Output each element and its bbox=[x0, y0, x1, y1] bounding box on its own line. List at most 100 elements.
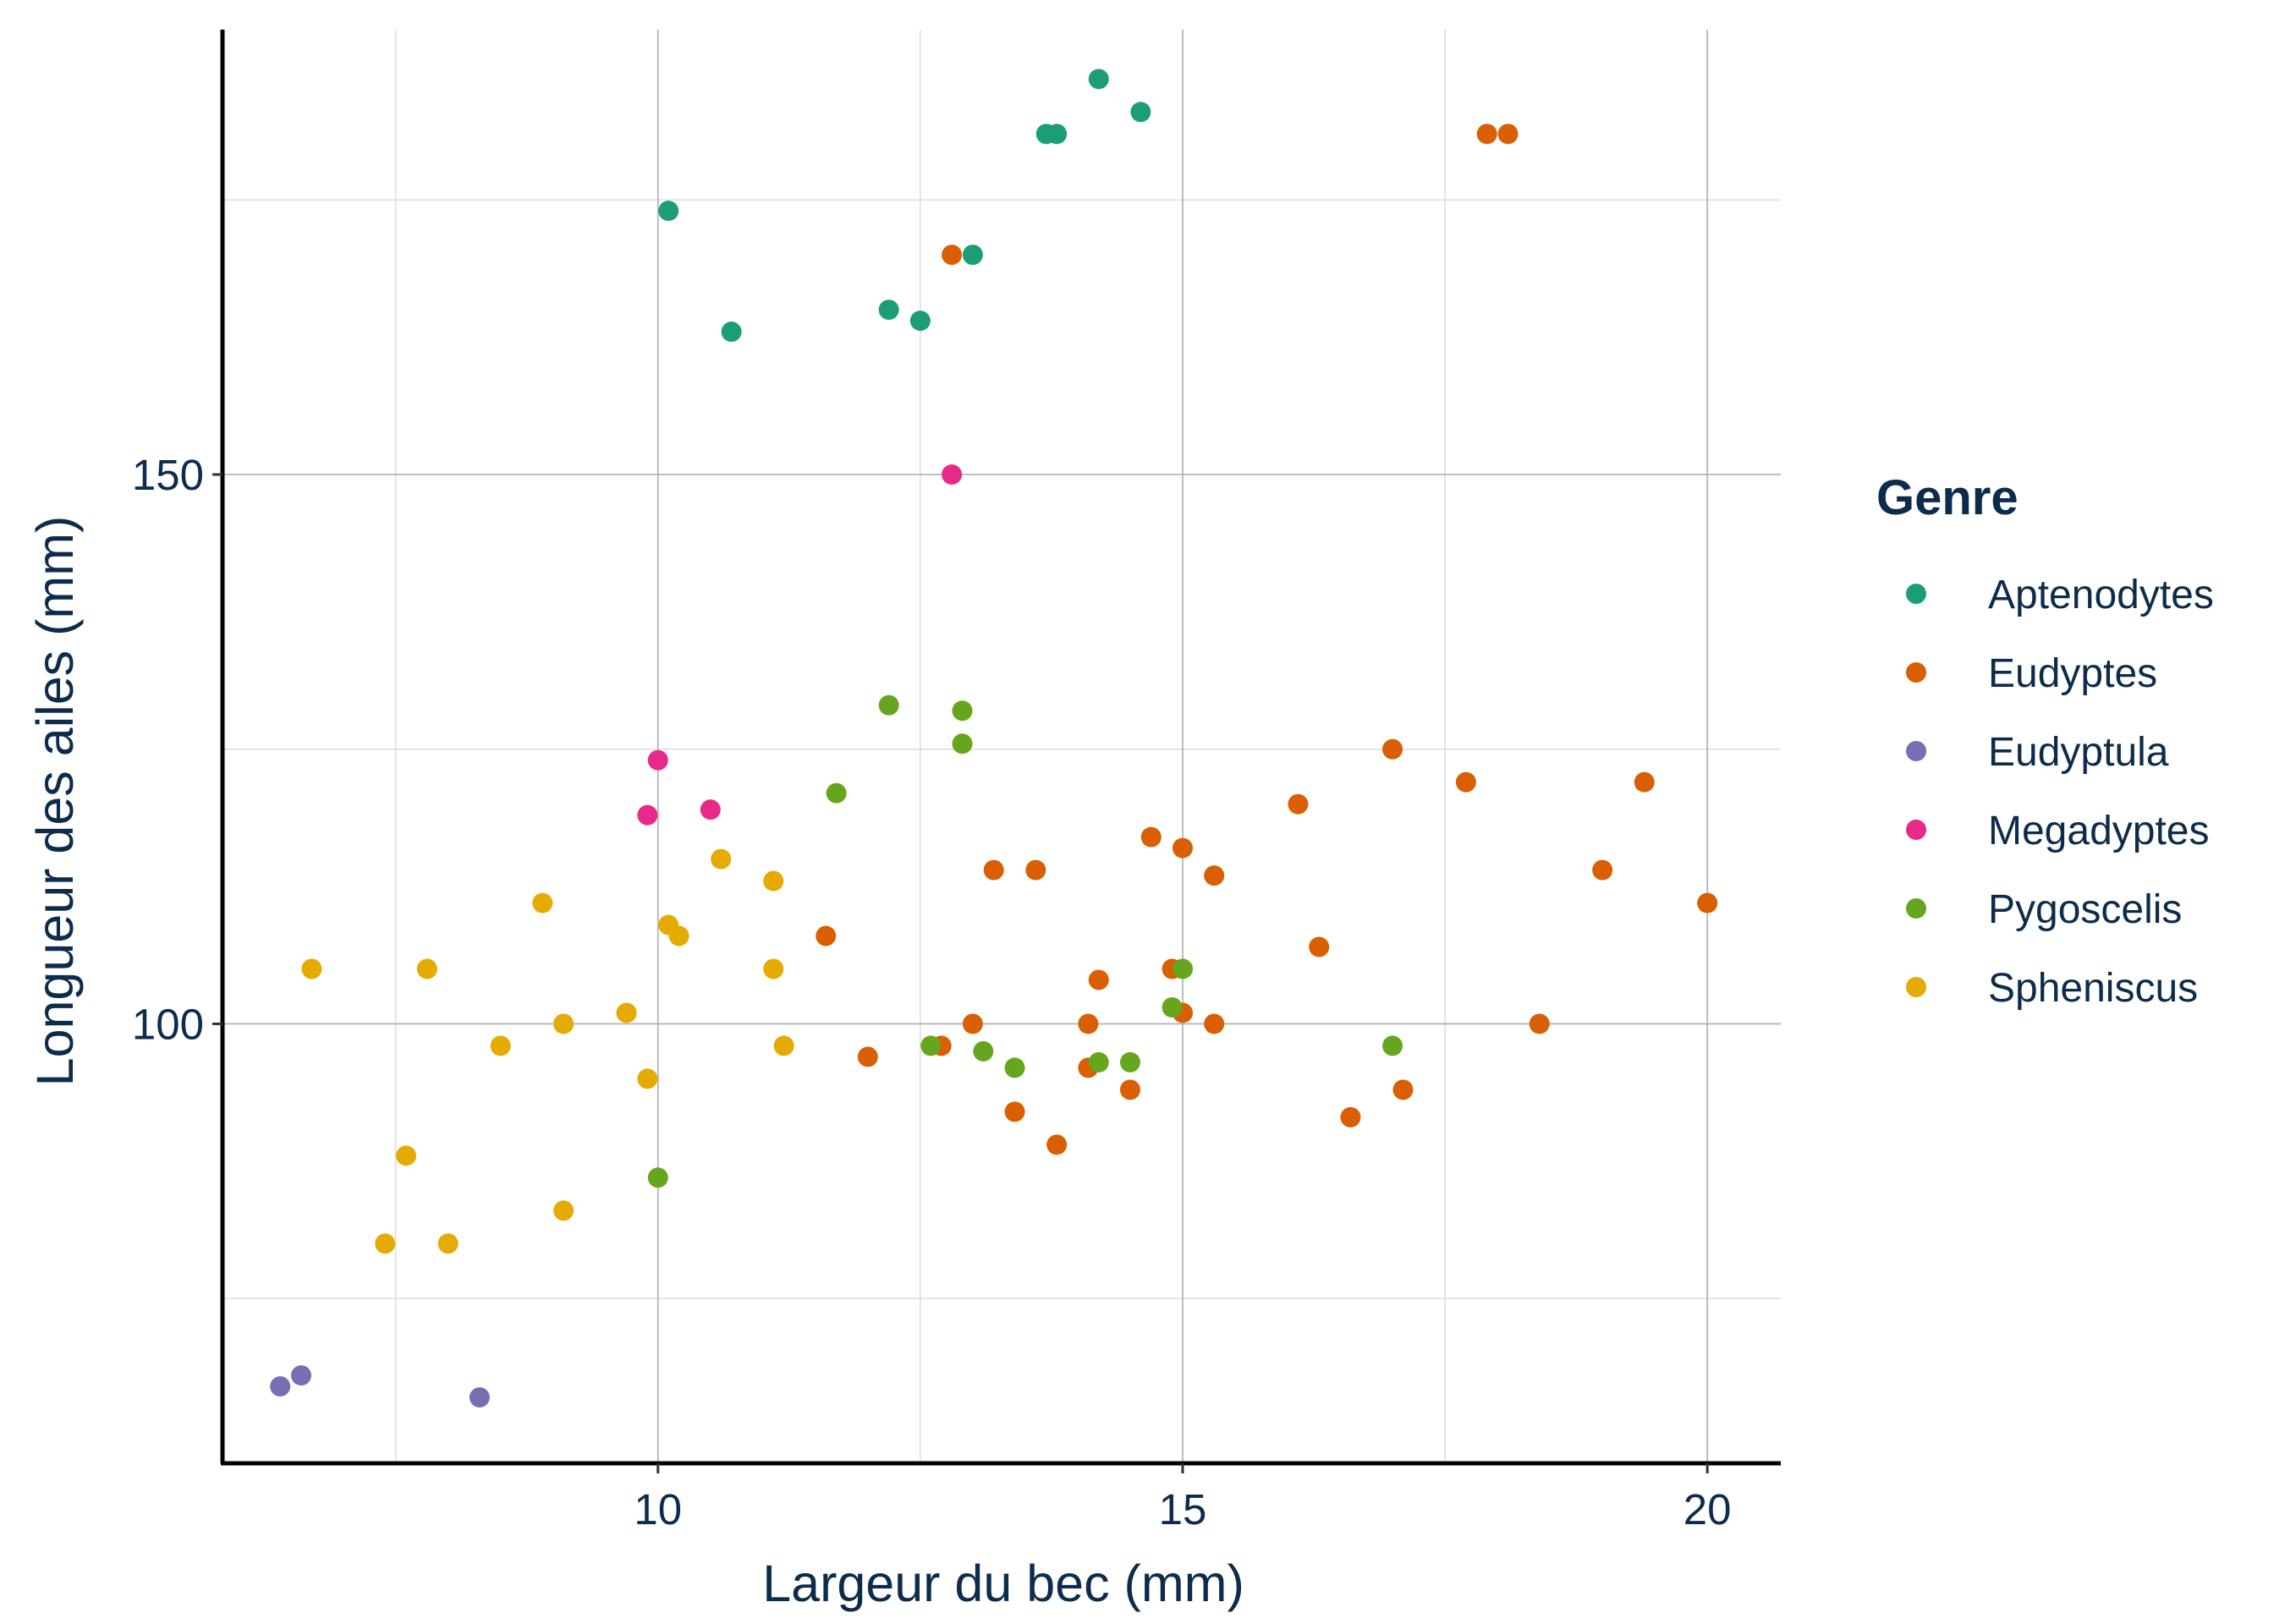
data-point bbox=[816, 925, 837, 946]
legend-marker bbox=[1906, 584, 1926, 604]
data-point bbox=[763, 870, 784, 892]
data-point bbox=[1172, 837, 1193, 859]
data-point bbox=[878, 299, 899, 321]
data-point bbox=[1130, 102, 1151, 123]
x-tick-label: 10 bbox=[634, 1485, 682, 1533]
data-point bbox=[1309, 936, 1330, 957]
data-point bbox=[647, 749, 668, 771]
data-point bbox=[942, 464, 963, 486]
legend-items: Aptenodytes Eudyptes Eudyptula Megadyptes Py… bbox=[1906, 573, 2214, 1011]
legend-title: Genre bbox=[1876, 470, 2019, 525]
y-axis-ticks: 100 150 bbox=[132, 451, 222, 1048]
data-point bbox=[1004, 1057, 1025, 1078]
data-point bbox=[437, 1233, 459, 1254]
data-point bbox=[952, 700, 973, 721]
legend-marker bbox=[1906, 820, 1926, 840]
data-point bbox=[647, 1167, 668, 1188]
legend-label: Spheniscus bbox=[1988, 966, 2198, 1011]
data-point bbox=[291, 1365, 312, 1386]
data-point bbox=[983, 859, 1004, 881]
data-point bbox=[1634, 771, 1655, 793]
data-point bbox=[973, 1040, 994, 1062]
data-point bbox=[1172, 958, 1193, 979]
minor-gridlines bbox=[222, 30, 1781, 1463]
data-point bbox=[270, 1376, 291, 1397]
data-point bbox=[396, 1145, 417, 1166]
data-point bbox=[1078, 1013, 1099, 1034]
legend-label: Megadyptes bbox=[1988, 809, 2210, 853]
data-point bbox=[773, 1035, 794, 1056]
data-point bbox=[553, 1200, 574, 1221]
data-point bbox=[301, 958, 322, 979]
data-point bbox=[920, 1035, 942, 1056]
data-point bbox=[1162, 996, 1183, 1018]
data-point bbox=[1392, 1079, 1414, 1100]
data-point bbox=[1529, 1013, 1550, 1034]
legend-label: Eudyptes bbox=[1988, 651, 2157, 696]
data-point bbox=[1119, 1079, 1140, 1100]
axes bbox=[220, 30, 1781, 1466]
data-point bbox=[942, 244, 963, 266]
data-point bbox=[375, 1233, 396, 1254]
data-point bbox=[1046, 123, 1068, 145]
data-point bbox=[1204, 865, 1225, 886]
data-point bbox=[1476, 123, 1497, 145]
legend-marker bbox=[1906, 741, 1926, 761]
data-point bbox=[826, 782, 847, 804]
legend-label: Aptenodytes bbox=[1988, 573, 2214, 617]
legend-marker bbox=[1906, 662, 1926, 683]
data-point bbox=[616, 1002, 637, 1023]
data-point bbox=[1088, 1051, 1109, 1073]
y-tick-label: 150 bbox=[132, 451, 204, 499]
data-point bbox=[700, 799, 721, 820]
data-point bbox=[1592, 859, 1613, 881]
data-point bbox=[857, 1046, 878, 1067]
data-point bbox=[1288, 793, 1309, 815]
x-axis-ticks: 10 15 20 bbox=[634, 1463, 1732, 1533]
data-point bbox=[658, 200, 679, 222]
data-point bbox=[1340, 1106, 1361, 1127]
y-tick-label: 100 bbox=[132, 1000, 204, 1048]
data-point bbox=[637, 1068, 658, 1089]
major-gridlines bbox=[222, 30, 1781, 1463]
data-point bbox=[1382, 1035, 1403, 1056]
data-point bbox=[553, 1013, 574, 1034]
legend-marker bbox=[1906, 977, 1926, 997]
data-point bbox=[1140, 826, 1162, 848]
legend-label: Pygoscelis bbox=[1988, 887, 2182, 932]
data-point bbox=[416, 958, 437, 979]
data-point bbox=[952, 733, 973, 754]
x-tick-label: 20 bbox=[1684, 1485, 1732, 1533]
data-point bbox=[763, 958, 784, 979]
data-point bbox=[1004, 1101, 1025, 1122]
data-point bbox=[962, 1013, 983, 1034]
data-point bbox=[1204, 1013, 1225, 1034]
data-point bbox=[668, 925, 689, 946]
legend: Genre Aptenodytes Eudyptes Eudyptula Megady… bbox=[1876, 470, 2214, 1011]
data-point bbox=[1088, 69, 1109, 90]
data-point bbox=[1046, 1134, 1068, 1155]
x-tick-label: 15 bbox=[1159, 1485, 1207, 1533]
data-point bbox=[1025, 859, 1046, 881]
data-point bbox=[1455, 771, 1476, 793]
data-point bbox=[469, 1387, 490, 1408]
data-point bbox=[1119, 1051, 1140, 1073]
data-point bbox=[637, 804, 658, 826]
data-point bbox=[721, 321, 742, 343]
data-point bbox=[711, 848, 732, 870]
data-point bbox=[1382, 738, 1403, 760]
x-axis-title: Largeur du bec (mm) bbox=[762, 1555, 1244, 1612]
data-point bbox=[1497, 123, 1519, 145]
data-point bbox=[490, 1035, 511, 1056]
data-point bbox=[909, 310, 931, 332]
data-point bbox=[1088, 969, 1109, 990]
data-point bbox=[532, 892, 553, 914]
legend-label: Eudyptula bbox=[1988, 730, 2169, 775]
data-point bbox=[1697, 892, 1718, 914]
data-point bbox=[878, 694, 899, 716]
data-point bbox=[962, 244, 983, 266]
data-points bbox=[270, 69, 1718, 1408]
legend-marker bbox=[1906, 898, 1926, 919]
y-axis-title: Longueur des ailes (mm) bbox=[26, 516, 84, 1087]
